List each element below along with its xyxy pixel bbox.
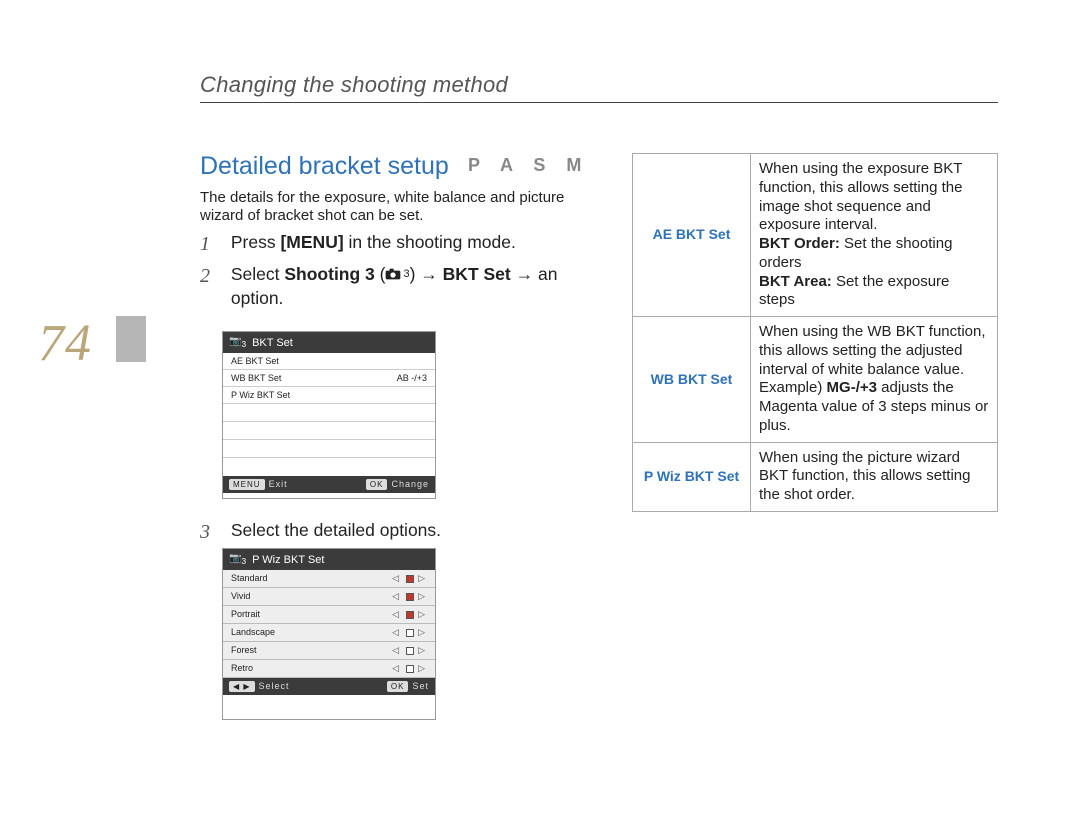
lcd-row: Standard◁ ▷: [223, 570, 435, 588]
lcd-row: Retro◁ ▷: [223, 660, 435, 678]
lcd-row-blank: [223, 404, 435, 422]
lcd-screenshot-pwiz: 📷3 P Wiz BKT Set Standard◁ ▷Vivid◁ ▷Port…: [222, 548, 436, 720]
step-text: Press [MENU] in the shooting mode.: [231, 231, 611, 255]
lcd-rows: Standard◁ ▷Vivid◁ ▷Portrait◁ ▷Landscape◁…: [223, 570, 435, 678]
bkt-options-table: AE BKT Set When using the exposure BKT f…: [632, 153, 998, 512]
camera-icon: 📷3: [229, 553, 246, 566]
lcd-title: BKT Set: [252, 337, 293, 349]
lcd-row-blank: [223, 440, 435, 458]
lcd-row-blank: [223, 422, 435, 440]
table-desc: When using the exposure BKT function, th…: [751, 154, 998, 317]
mode-indicators: P A S M: [468, 155, 589, 176]
lcd-row: Portrait◁ ▷: [223, 606, 435, 624]
camera-icon: 📷3: [229, 336, 246, 349]
lcd-row: P Wiz BKT Set: [223, 387, 435, 404]
lcd-title: P Wiz BKT Set: [252, 554, 324, 566]
manual-page: Changing the shooting method 74 Detailed…: [0, 0, 1080, 815]
table-label: WB BKT Set: [633, 317, 751, 443]
lcd-row: WB BKT SetAB -/+3: [223, 370, 435, 387]
table-desc: When using the WB BKT function, this all…: [751, 317, 998, 443]
step-number: 1: [200, 231, 226, 258]
ok-button-label: OK: [366, 479, 388, 490]
lcd-row: AE BKT Set: [223, 353, 435, 370]
table-desc: When using the picture wizard BKT functi…: [751, 442, 998, 511]
section-description: The details for the exposure, white bala…: [200, 189, 580, 225]
lcd-row: Vivid◁ ▷: [223, 588, 435, 606]
table-label: P Wiz BKT Set: [633, 442, 751, 511]
lcd-row-blank: [223, 458, 435, 476]
table-row: P Wiz BKT Set When using the picture wiz…: [633, 442, 998, 511]
header-rule: [200, 102, 998, 103]
lcd-footer: MENUExit OKChange: [223, 476, 435, 493]
camera-icon: 3: [385, 267, 409, 282]
menu-button-label: MENU: [229, 479, 265, 490]
running-header: Changing the shooting method: [200, 72, 508, 98]
step-2: 2 Select Shooting 3 (3) → BKT Set → an o…: [200, 263, 611, 310]
step-1: 1 Press [MENU] in the shooting mode.: [200, 231, 611, 258]
lcd-header: 📷3 BKT Set: [223, 332, 435, 353]
arrow-button-label: ◀ ▶: [229, 681, 255, 692]
step-number: 3: [200, 519, 226, 546]
table-row: WB BKT Set When using the WB BKT functio…: [633, 317, 998, 443]
step-3: 3 Select the detailed options.: [200, 519, 611, 546]
lcd-row: Forest◁ ▷: [223, 642, 435, 660]
table-label: AE BKT Set: [633, 154, 751, 317]
lcd-rows: AE BKT Set WB BKT SetAB -/+3 P Wiz BKT S…: [223, 353, 435, 476]
section-title: Detailed bracket setup: [200, 152, 449, 181]
step-text: Select the detailed options.: [231, 519, 611, 543]
ok-button-label: OK: [387, 681, 409, 692]
step-number: 2: [200, 263, 226, 290]
lcd-row: Landscape◁ ▷: [223, 624, 435, 642]
table-row: AE BKT Set When using the exposure BKT f…: [633, 154, 998, 317]
step-text: Select Shooting 3 (3) → BKT Set → an opt…: [231, 263, 611, 310]
page-number: 74: [38, 314, 92, 373]
side-tab: [116, 316, 146, 362]
lcd-footer: ◀ ▶Select OKSet: [223, 678, 435, 695]
lcd-header: 📷3 P Wiz BKT Set: [223, 549, 435, 570]
lcd-screenshot-bkt-set: 📷3 BKT Set AE BKT Set WB BKT SetAB -/+3 …: [222, 331, 436, 499]
